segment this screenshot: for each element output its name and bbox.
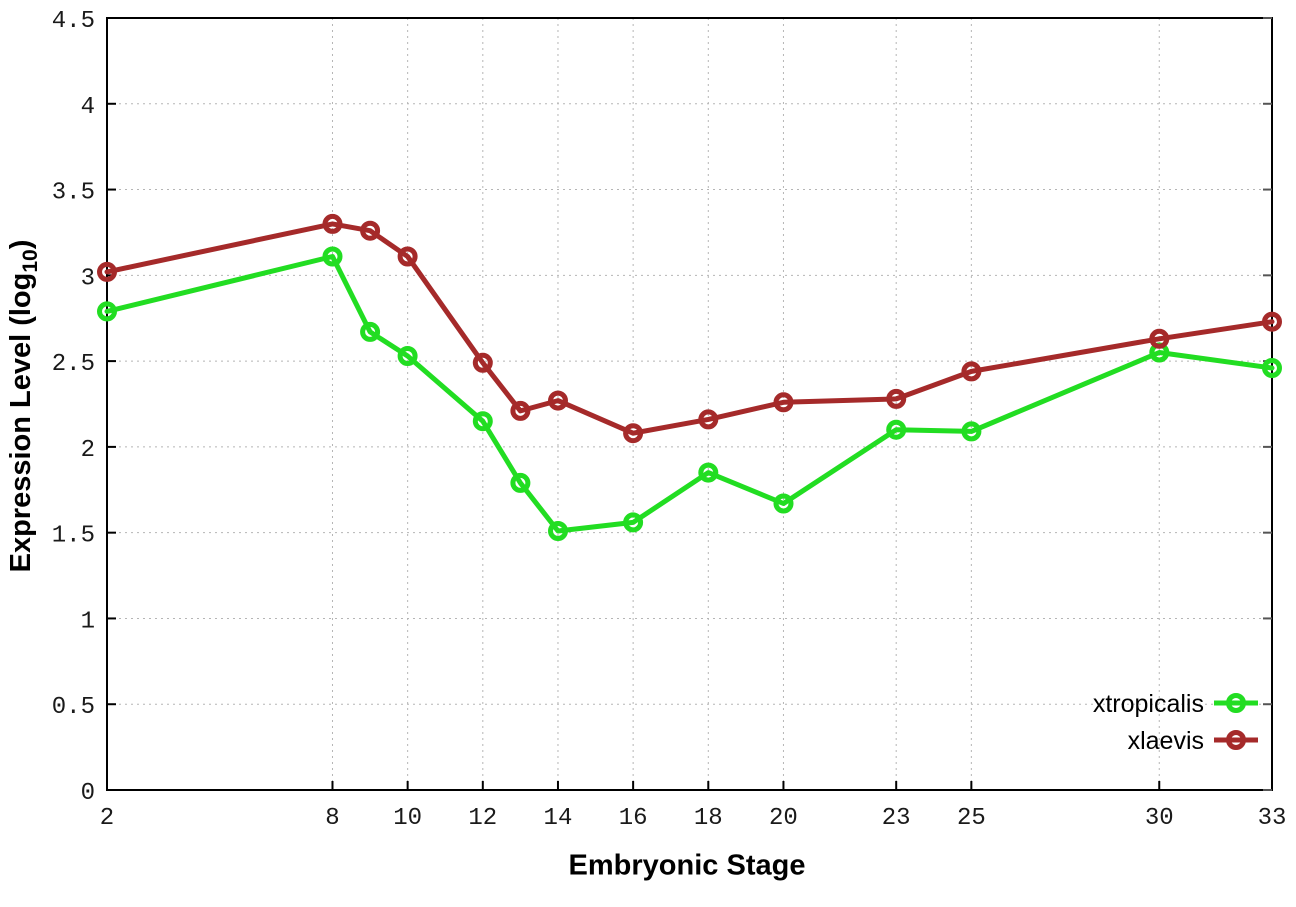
- x-axis-title: Embryonic Stage: [569, 850, 806, 883]
- data-point-xlaevis-stage-12: [472, 352, 493, 373]
- data-point-xlaevis-stage-20: [773, 392, 794, 413]
- data-point-xtropicalis-stage-12: [472, 411, 493, 432]
- data-point-xlaevis-stage-18: [698, 409, 719, 430]
- data-point-xlaevis-stage-25: [961, 361, 982, 382]
- x-tick-label: 20: [769, 805, 798, 832]
- data-point-xtropicalis-stage-10: [397, 346, 418, 366]
- data-point-xlaevis-stage-10: [397, 246, 418, 267]
- plot-border: [106, 17, 1273, 791]
- x-tick-label: 25: [957, 805, 986, 832]
- legend-label-xtropicalis: xtropicalis: [1093, 690, 1204, 718]
- y-tick-label: 1.5: [52, 523, 95, 550]
- data-point-xlaevis-stage-8: [322, 213, 343, 234]
- data-point-xlaevis-stage-14: [548, 390, 568, 411]
- data-point-xlaevis-stage-13: [510, 400, 531, 421]
- x-tick-label: 16: [619, 805, 648, 832]
- y-tick-label: 2: [81, 437, 95, 464]
- data-point-xtropicalis-stage-25: [961, 421, 982, 442]
- x-axis-title-text: Embryonic Stage: [568, 849, 806, 882]
- y-axis-title-main: Expression Level (log: [5, 272, 37, 573]
- data-point-xlaevis-stage-16: [623, 423, 644, 444]
- data-point-xtropicalis-stage-18: [698, 462, 719, 483]
- y-tick-label: 1: [81, 608, 95, 635]
- y-tick-label: 3.5: [52, 180, 95, 207]
- y-axis-title: Expression Level (log10): [5, 240, 43, 573]
- legend-marker-xtropicalis: [1226, 693, 1246, 713]
- x-tick-label: 33: [1258, 805, 1287, 832]
- x-tick-label: 18: [694, 805, 723, 832]
- x-tick-label: 12: [468, 805, 497, 832]
- x-tick-label: 10: [393, 805, 422, 832]
- data-point-xtropicalis-stage-33: [1262, 358, 1282, 378]
- legend-marker-xlaevis: [1226, 730, 1246, 750]
- data-point-xtropicalis-stage-20: [773, 493, 794, 514]
- data-point-xlaevis-stage-9: [360, 220, 381, 241]
- series-line-xlaevis: [104, 221, 1275, 436]
- x-tick-label: 30: [1145, 805, 1174, 832]
- x-tick-label: 23: [882, 805, 911, 832]
- legend-label-xlaevis: xlaevis: [1128, 727, 1204, 755]
- y-tick-label: 4.5: [52, 8, 95, 35]
- x-tick-label: 14: [544, 805, 573, 832]
- data-point-xtropicalis-stage-9: [360, 321, 381, 342]
- data-point-xtropicalis-stage-2: [97, 301, 117, 322]
- data-point-xtropicalis-stage-23: [886, 419, 907, 440]
- y-tick-label: 0: [81, 780, 95, 807]
- x-tick-label: 2: [100, 805, 114, 832]
- data-point-xtropicalis-stage-13: [510, 472, 531, 493]
- data-point-xlaevis-stage-33: [1262, 311, 1282, 332]
- data-point-xtropicalis-stage-8: [322, 246, 343, 267]
- series-line-xtropicalis: [104, 254, 1275, 534]
- y-tick-label: 3: [81, 265, 95, 292]
- y-tick-label: 2.5: [52, 351, 95, 378]
- y-tick-label: 0.5: [52, 694, 95, 721]
- data-point-xtropicalis-stage-14: [548, 521, 568, 541]
- data-point-xlaevis-stage-23: [886, 388, 907, 409]
- y-axis-title-close: ): [5, 239, 37, 250]
- y-axis-title-subscript: 10: [19, 249, 42, 273]
- data-point-xtropicalis-stage-16: [623, 512, 644, 533]
- x-tick-label: 8: [325, 805, 339, 832]
- y-tick-label: 4: [81, 94, 95, 121]
- data-point-xlaevis-stage-2: [97, 261, 117, 282]
- data-point-xlaevis-stage-30: [1149, 328, 1170, 349]
